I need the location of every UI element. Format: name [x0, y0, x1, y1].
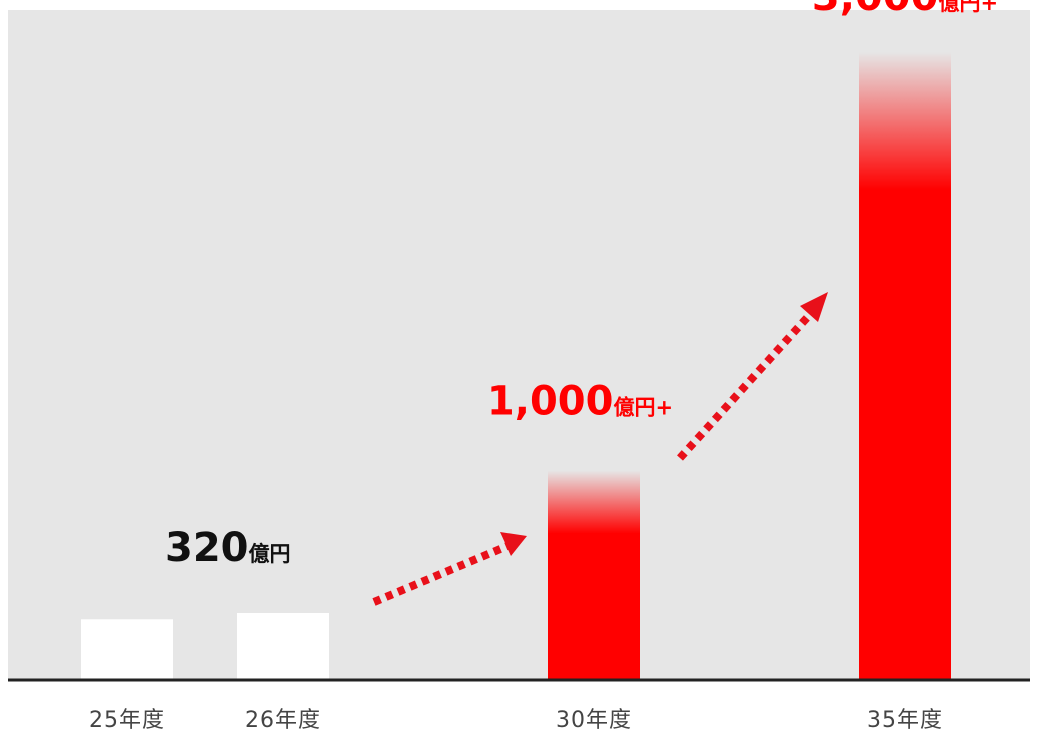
bar-3 [548, 470, 640, 680]
x-tick-label: 26年度 [245, 708, 321, 730]
x-axis-ticks: 25年度 26年度 30年度 35年度 [89, 708, 943, 730]
value-number: 320 [165, 525, 249, 571]
bar-4 [859, 51, 951, 680]
value-unit: 億円 [249, 542, 291, 566]
bar-2 [237, 613, 329, 680]
x-tick-label: 30年度 [556, 708, 632, 730]
value-number: 3,000 [812, 0, 939, 20]
growth-arrow-2-head [800, 292, 828, 322]
bar-1 [81, 619, 173, 680]
bars-layer [81, 51, 951, 680]
value-label: 1,000億円+ [487, 379, 673, 425]
value-unit: 億円+ [613, 396, 673, 420]
value-label: 3,000億円+ [812, 0, 998, 20]
x-tick-label: 25年度 [89, 708, 165, 730]
value-number: 1,000 [487, 379, 614, 425]
value-unit: 億円+ [938, 0, 998, 15]
value-label: 320億円 [165, 525, 291, 571]
growth-arrow-1-head [500, 532, 527, 556]
x-tick-label: 35年度 [867, 708, 943, 730]
